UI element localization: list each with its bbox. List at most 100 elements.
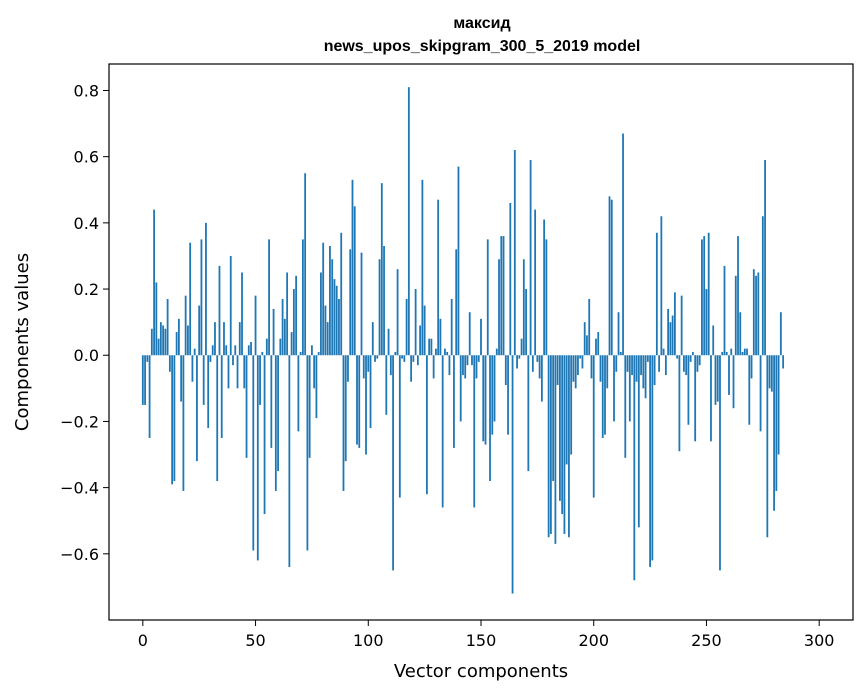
bar-230 (660, 216, 663, 356)
bar-50 (254, 295, 257, 356)
bar-35 (220, 355, 223, 438)
bar-66 (290, 332, 293, 356)
bar-104 (376, 355, 379, 359)
bar-76 (313, 355, 316, 389)
bar-222 (642, 355, 645, 389)
bar-202 (597, 332, 600, 356)
bar-216 (628, 355, 631, 422)
bar-228 (655, 232, 658, 356)
bar-179 (545, 239, 548, 356)
x-tick-label: 250 (691, 631, 722, 650)
bar-253 (712, 325, 715, 356)
y-axis-ticks: −0.6 −0.4 −0.2 0.0 0.2 0.4 0.6 0.8 (60, 81, 109, 564)
bar-27 (202, 355, 205, 405)
y-tick-label: 0.0 (74, 346, 99, 365)
bar-8 (159, 322, 162, 356)
bar-180 (547, 355, 550, 538)
bar-152 (484, 355, 487, 445)
bar-271 (752, 269, 755, 356)
bar-184 (556, 355, 559, 386)
bar-194 (579, 355, 582, 359)
bar-272 (755, 275, 757, 356)
bar-221 (640, 355, 642, 376)
bar-78 (317, 351, 320, 356)
bar-125 (423, 305, 426, 356)
bar-276 (764, 159, 766, 356)
bar-103 (374, 355, 376, 362)
bar-99 (365, 355, 367, 455)
bar-280 (773, 355, 775, 511)
chart-title-line2: news_upos_skipgram_300_5_2019 model (324, 38, 641, 55)
bar-87 (338, 298, 340, 356)
bar-264 (737, 236, 739, 356)
bar-281 (775, 355, 778, 491)
bar-133 (441, 355, 444, 508)
bar-108 (385, 355, 388, 415)
bar-88 (340, 232, 343, 356)
bar-36 (223, 322, 225, 356)
x-tick-label: 50 (245, 631, 265, 650)
bar-278 (768, 355, 771, 389)
y-tick-label: −0.2 (60, 412, 99, 431)
bar-196 (583, 322, 586, 356)
y-tick-label: 0.2 (74, 280, 99, 299)
bar-130 (435, 348, 437, 356)
bar-197 (586, 335, 588, 356)
bar-250 (705, 289, 708, 356)
bar-48 (250, 342, 252, 356)
bar-183 (554, 355, 557, 544)
bar-69 (297, 355, 300, 432)
bar-273 (757, 272, 760, 356)
bar-60 (277, 355, 279, 472)
bar-47 (247, 345, 250, 356)
bar-11 (166, 298, 169, 356)
bar-164 (511, 355, 514, 594)
bar-4 (150, 328, 153, 356)
bar-33 (216, 355, 219, 481)
bar-172 (529, 159, 532, 356)
bar-247 (698, 355, 701, 366)
bar-94 (353, 206, 356, 356)
bar-67 (292, 289, 295, 356)
bar-182 (552, 355, 555, 481)
bar-257 (721, 351, 724, 356)
bar-14 (173, 355, 176, 481)
bar-267 (743, 348, 746, 356)
bar-72 (304, 173, 307, 356)
bar-245 (694, 355, 697, 442)
bar-101 (369, 355, 372, 429)
bar-170 (525, 289, 527, 356)
bar-229 (658, 355, 661, 372)
bar-137 (450, 298, 453, 356)
bar-140 (457, 166, 460, 356)
bar-24 (196, 355, 198, 462)
bar-207 (608, 196, 611, 356)
bar-269 (748, 355, 751, 425)
bar-128 (430, 338, 433, 356)
bar-224 (646, 355, 649, 362)
bar-59 (274, 355, 277, 491)
bar-242 (687, 355, 690, 425)
bar-26 (200, 239, 203, 356)
bar-241 (685, 355, 688, 376)
bar-255 (716, 355, 719, 402)
bar-236 (673, 292, 676, 356)
bar-45 (243, 355, 246, 389)
bar-263 (734, 275, 737, 356)
chart-title-line1: максид (453, 15, 510, 32)
bar-86 (335, 285, 338, 356)
x-axis-label: Vector components (394, 661, 568, 682)
bar-116 (403, 355, 406, 362)
bar-268 (746, 348, 748, 356)
bar-282 (777, 355, 780, 455)
bar-49 (252, 355, 255, 551)
bar-259 (725, 351, 728, 356)
bar-53 (261, 351, 264, 356)
bar-30 (209, 355, 212, 362)
bar-248 (701, 239, 703, 356)
bar-251 (707, 232, 710, 356)
bar-135 (446, 351, 449, 356)
bar-7 (157, 338, 160, 356)
bar-181 (549, 355, 552, 534)
bar-129 (432, 355, 435, 379)
